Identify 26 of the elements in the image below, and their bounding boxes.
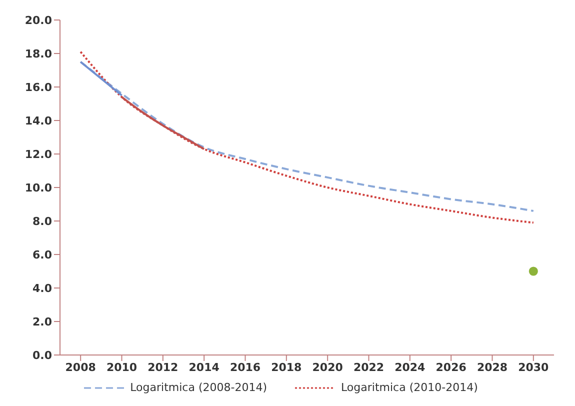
y-tick-label: 12.0 bbox=[24, 148, 52, 161]
y-tick-label: 2.0 bbox=[32, 315, 52, 328]
x-tick-label: 2022 bbox=[353, 360, 384, 374]
x-tick-label: 2012 bbox=[148, 360, 178, 374]
x-tick-label: 2016 bbox=[230, 360, 261, 374]
x-tick-label: 2030 bbox=[518, 360, 550, 374]
x-tick-label: 2028 bbox=[476, 360, 508, 374]
y-tick-label: 6.0 bbox=[32, 248, 52, 262]
y-tick-label: 16.0 bbox=[24, 80, 52, 94]
y-tick-label: 20.0 bbox=[24, 14, 52, 27]
x-tick-label: 2010 bbox=[106, 360, 138, 374]
y-tick-label: 18.0 bbox=[24, 47, 52, 60]
line-series bbox=[120, 96, 206, 150]
y-tick-label: 10.0 bbox=[24, 181, 52, 194]
y-tick-label: 4.0 bbox=[32, 282, 52, 295]
y-tick-label: 8.0 bbox=[32, 214, 52, 228]
y-tick-label: 14.0 bbox=[24, 114, 52, 128]
legend-label: Logaritmica (2010-2014) bbox=[340, 381, 478, 394]
x-tick-label: 2024 bbox=[394, 360, 426, 374]
legend-label: Logaritmica (2008-2014) bbox=[129, 381, 267, 394]
x-tick-label: 2014 bbox=[188, 360, 220, 374]
x-tick-label: 2020 bbox=[312, 360, 344, 374]
y-tick-label: 0.0 bbox=[32, 348, 52, 362]
x-tick-label: 2026 bbox=[436, 360, 467, 374]
x-tick-label: 2008 bbox=[65, 360, 96, 374]
x-tick-label: 2018 bbox=[271, 360, 302, 374]
